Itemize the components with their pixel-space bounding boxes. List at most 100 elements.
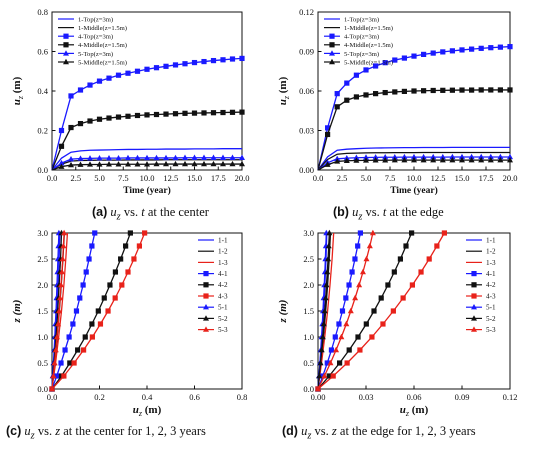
data-point <box>125 70 131 76</box>
data-point <box>115 72 122 78</box>
data-point <box>144 66 150 72</box>
data-point <box>488 87 494 93</box>
data-point <box>106 161 112 167</box>
x-tick-label: 5.0 <box>94 173 105 183</box>
legend-label: 4-Top(z=3m) <box>344 34 379 41</box>
data-point <box>97 321 104 327</box>
data-point <box>334 104 340 110</box>
data-point <box>142 230 148 236</box>
data-point <box>239 154 245 160</box>
data-point <box>449 156 456 163</box>
legend-label: 1-3 <box>486 259 496 267</box>
data-point <box>315 385 321 392</box>
data-point <box>58 143 65 149</box>
x-tick-label: 0.0 <box>47 173 58 183</box>
series-4-Middle(z=1.5m) <box>51 109 245 171</box>
legend-label: 1-Middle(z=1.5m) <box>78 25 127 32</box>
data-point <box>392 89 398 95</box>
data-point <box>326 373 332 379</box>
data-point <box>125 154 131 161</box>
data-point <box>51 359 58 366</box>
legend-label: 5-3 <box>218 326 228 334</box>
data-point <box>338 333 345 340</box>
data-point <box>61 373 67 379</box>
data-point <box>191 59 198 66</box>
data-point <box>163 111 169 117</box>
x-tick-label: 15.0 <box>187 173 202 183</box>
x-tick-label: 0.09 <box>455 392 470 402</box>
series-line <box>51 148 242 171</box>
data-point <box>420 153 427 160</box>
data-point <box>497 153 504 160</box>
data-point <box>201 154 207 160</box>
data-point <box>497 44 503 50</box>
x-tick-label: 10.0 <box>140 173 155 183</box>
x-tick-label: 12.5 <box>431 173 446 183</box>
data-point <box>363 255 370 262</box>
legend-label: 5-3 <box>486 326 496 334</box>
data-point <box>239 109 245 115</box>
x-tick-label: 0.12 <box>503 392 518 402</box>
data-point <box>118 256 124 262</box>
caption-c: (c) uz vs. z at the center for 1, 2, 3 y… <box>6 424 206 442</box>
data-point <box>468 156 475 163</box>
data-point <box>440 87 446 93</box>
data-point <box>127 230 133 236</box>
y-tick-label: 0.0 <box>37 384 48 394</box>
legend-label: 4-1 <box>218 270 228 278</box>
data-point <box>58 159 65 166</box>
data-point <box>369 334 375 340</box>
data-point <box>382 89 388 96</box>
data-point <box>440 49 446 55</box>
data-point <box>353 94 359 100</box>
data-point <box>60 242 67 249</box>
series-line <box>317 151 510 171</box>
data-point <box>54 373 60 379</box>
data-point <box>71 360 77 366</box>
data-point <box>153 65 160 71</box>
data-point <box>229 154 236 160</box>
data-point <box>153 160 160 167</box>
data-point <box>58 360 64 366</box>
legend-label: 5-1 <box>486 304 496 312</box>
data-point <box>421 51 427 57</box>
data-point <box>349 269 355 275</box>
x-tick-label: 20.0 <box>503 173 518 183</box>
data-point <box>336 321 342 327</box>
legend-label: 4-Middle(z=1.5m) <box>78 42 127 49</box>
data-point <box>372 157 379 163</box>
data-point <box>201 160 207 167</box>
data-point <box>83 269 89 275</box>
data-point <box>382 154 389 160</box>
data-point <box>411 53 417 59</box>
data-point <box>359 268 366 275</box>
data-point <box>172 154 179 161</box>
data-point <box>87 118 93 124</box>
plot-frame <box>51 232 243 390</box>
data-point <box>321 307 328 314</box>
data-point <box>401 55 407 61</box>
data-point <box>400 295 406 301</box>
data-point <box>325 242 332 249</box>
y-tick-label: 2.5 <box>303 254 314 264</box>
y-tick-label: 0.09 <box>299 47 314 57</box>
data-point <box>191 154 198 160</box>
series-4-Top(z=3m) <box>51 55 245 171</box>
data-point <box>153 111 160 118</box>
data-point <box>330 373 336 379</box>
chart-0: 0.0 2.5 5.0 7.5 10.0 12.5 15.0 17.5 20.0 0.0 0.2 0.… <box>11 7 249 196</box>
legend-label: 1-1 <box>218 236 228 244</box>
data-point <box>487 153 494 160</box>
data-point <box>58 127 65 134</box>
data-point <box>112 269 119 275</box>
data-point <box>61 229 68 236</box>
data-point <box>468 153 475 160</box>
data-point <box>478 45 484 51</box>
legend-label: 5-2 <box>486 315 496 323</box>
data-point <box>89 334 95 340</box>
series-5-Middle(z=1.5m) <box>51 160 245 171</box>
data-point <box>105 308 111 314</box>
y-tick-label: 3.0 <box>37 228 48 238</box>
series-line <box>317 146 510 171</box>
data-point <box>172 62 179 68</box>
